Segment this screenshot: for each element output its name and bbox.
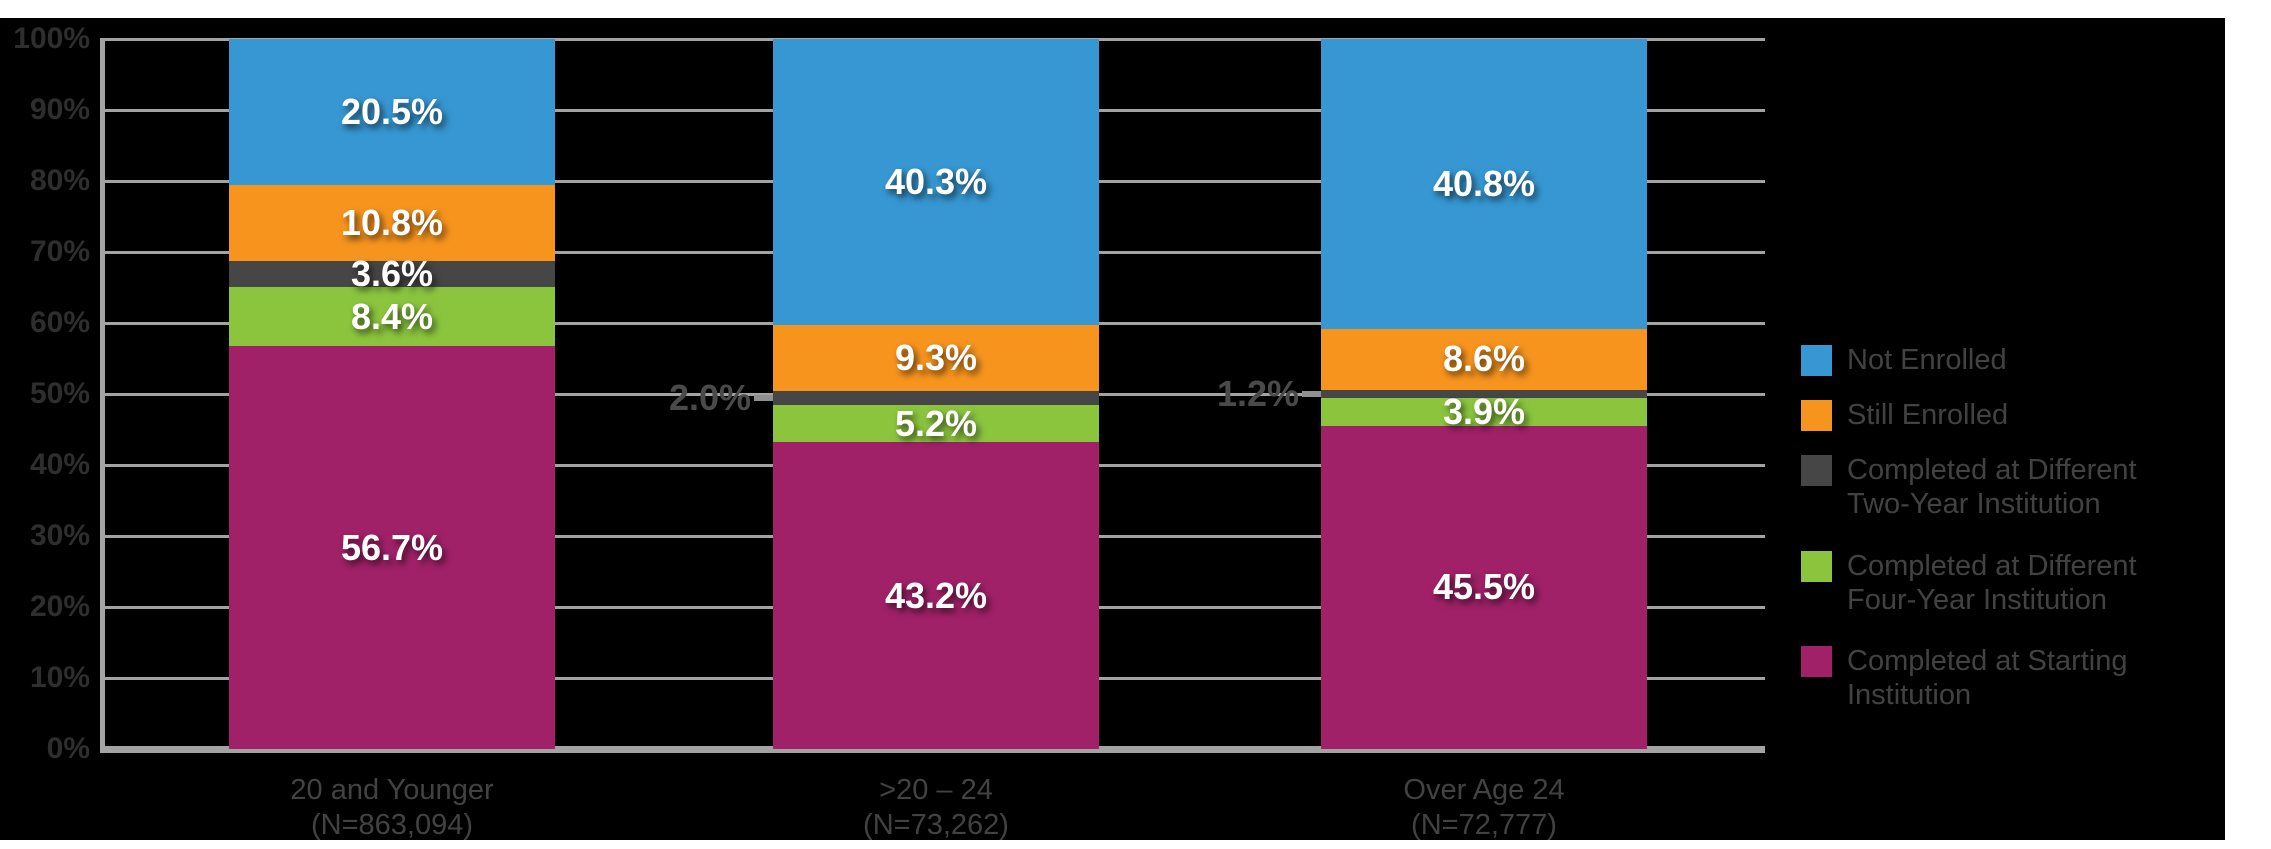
bar-value-label: 56.7% bbox=[340, 526, 444, 568]
category-label-line2: (N=863,094) bbox=[310, 809, 474, 841]
y-axis-tick-label: 0% bbox=[46, 732, 90, 765]
y-axis-tick-label: 20% bbox=[29, 590, 90, 623]
y-axis-tick-label: 100% bbox=[13, 22, 90, 55]
category-label-line1: >20 – 24 bbox=[879, 774, 993, 806]
bar-value-label: 40.8% bbox=[1432, 162, 1536, 204]
bar-value-label: 40.3% bbox=[884, 161, 988, 203]
bar-segment-still-enrolled bbox=[229, 184, 555, 262]
y-axis-tick-label: 30% bbox=[29, 519, 90, 552]
legend-label-completed-at-different-two-year-institution: Completed at Different Two-Year Instituti… bbox=[1847, 453, 2137, 521]
y-axis-tick-label: 90% bbox=[29, 93, 90, 126]
legend-label-completed-at-starting-institution: Completed at Starting Institution bbox=[1847, 644, 2127, 712]
category-label-20-and-younger: 20 and Younger (N=863,094) bbox=[142, 773, 642, 843]
y-axis-tick-label: 70% bbox=[29, 235, 90, 268]
y-axis-tick-label: 60% bbox=[29, 306, 90, 339]
bar-segment-completed-at-starting-institution bbox=[229, 346, 555, 749]
legend-label-line: Completed at Different bbox=[1847, 550, 2137, 582]
legend-swatch-not-enrolled bbox=[1801, 345, 1832, 376]
legend-label-line: Two-Year Institution bbox=[1847, 488, 2101, 520]
bars-layer: 20.5% 10.8% 3.6% 8.4% 56.7% 40.3% 9.3% 2.0% 5.2%… bbox=[0, 18, 2225, 840]
bar-segment-completed-at-different-two-year-institution bbox=[773, 391, 1099, 406]
legend-label-line: Not Enrolled bbox=[1847, 344, 2007, 376]
bar-segment-not-enrolled bbox=[229, 39, 555, 185]
bar-segment-completed-at-different-four-year-institution bbox=[773, 405, 1099, 443]
bar-segment-not-enrolled bbox=[1321, 39, 1647, 329]
bar-value-label: 3.6% bbox=[350, 253, 434, 294]
bar-value-label: 3.9% bbox=[1442, 391, 1526, 433]
bar-value-label: 9.3% bbox=[894, 337, 978, 379]
legend-label-not-enrolled: Not Enrolled bbox=[1847, 343, 2007, 377]
legend-label-completed-at-different-four-year-institution: Completed at Different Four-Year Institut… bbox=[1847, 549, 2137, 617]
legend-swatch-completed-at-starting-institution bbox=[1801, 646, 1832, 677]
bar-value-label: 10.8% bbox=[340, 201, 444, 243]
y-axis: 0% 10% 20% 30% 40% 50% 60% 70% 80% 90% 100% bbox=[0, 18, 2225, 840]
bar-segment-still-enrolled bbox=[773, 325, 1099, 392]
x-axis-labels: 20 and Younger (N=863,094) >20 – 24 (N=73,2… bbox=[0, 18, 2225, 843]
bar-segment-completed-at-different-four-year-institution bbox=[229, 286, 555, 347]
category-label-line1: 20 and Younger bbox=[290, 774, 494, 806]
bar-segment-completed-at-starting-institution bbox=[773, 442, 1099, 749]
bar-value-label: 20.5% bbox=[340, 90, 444, 132]
legend-swatch-still-enrolled bbox=[1801, 400, 1832, 431]
leader-line bbox=[1302, 391, 1321, 397]
bar-value-label: 45.5% bbox=[1432, 566, 1536, 608]
legend-label-line: Institution bbox=[1847, 679, 1972, 711]
y-axis-tick-label: 50% bbox=[29, 377, 90, 410]
bar-value-label: 8.4% bbox=[350, 295, 434, 337]
legend-label-line: Completed at Starting bbox=[1847, 645, 2128, 677]
legend-swatch-completed-at-different-two-year-institution bbox=[1801, 455, 1832, 486]
outside-value-label: 1.2% bbox=[1216, 373, 1299, 414]
category-label-line2: (N=73,262) bbox=[863, 809, 1009, 841]
legend-label-line: Four-Year Institution bbox=[1847, 584, 2108, 616]
gridline bbox=[100, 745, 1765, 753]
bar-segment-completed-at-different-four-year-institution bbox=[1321, 398, 1647, 426]
category-label-over-age-24: Over Age 24 (N=72,777) bbox=[1234, 773, 1734, 843]
y-axis-tick-label: 40% bbox=[29, 448, 90, 481]
y-axis-tick-label: 80% bbox=[29, 164, 90, 197]
legend-label-line: Still Enrolled bbox=[1847, 399, 2009, 431]
legend-label-still-enrolled: Still Enrolled bbox=[1847, 398, 2008, 432]
legend: Not Enrolled Still Enrolled Completed at D… bbox=[0, 18, 2225, 840]
y-axis-line bbox=[100, 39, 105, 753]
bar-value-label: 43.2% bbox=[884, 574, 988, 616]
category-label-line1: Over Age 24 bbox=[1403, 774, 1565, 806]
bar-segment-completed-at-starting-institution bbox=[1321, 425, 1647, 749]
leader-line bbox=[754, 395, 773, 402]
bar-value-label: 8.6% bbox=[1442, 338, 1526, 380]
category-label-line2: (N=72,777) bbox=[1411, 809, 1557, 841]
bar-segment-still-enrolled bbox=[1321, 328, 1647, 390]
bar-segment-completed-at-different-two-year-institution bbox=[229, 261, 555, 287]
bar-segment-completed-at-different-two-year-institution bbox=[1321, 389, 1647, 399]
legend-label-line: Completed at Different bbox=[1847, 454, 2137, 486]
y-axis-tick-label: 10% bbox=[29, 661, 90, 694]
outside-value-label: 2.0% bbox=[668, 377, 751, 419]
category-label-20-24: >20 – 24 (N=73,262) bbox=[686, 773, 1186, 843]
bar-value-label: 5.2% bbox=[894, 402, 978, 444]
legend-swatch-completed-at-different-four-year-institution bbox=[1801, 551, 1832, 582]
bar-segment-not-enrolled bbox=[773, 39, 1099, 326]
chart-panel: 0% 10% 20% 30% 40% 50% 60% 70% 80% 90% 100% 20.5% 1… bbox=[0, 18, 2225, 843]
